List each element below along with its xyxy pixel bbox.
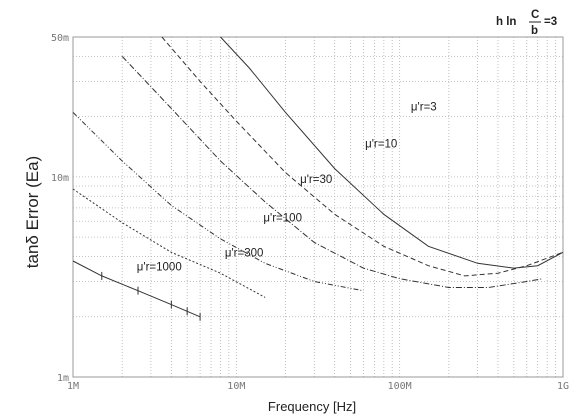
grid-lines [73,37,563,377]
series-line-4 [72,112,364,292]
series-label-3: μ'r=30 [300,174,332,186]
y-tick-label: 1m [57,373,69,384]
series-label-5: μ'r=300 [225,248,264,260]
series-line-3 [121,56,543,288]
annotation-numerator: C [531,9,539,21]
x-tick-label: 100M [388,381,412,392]
annotation-prefix: h ln [496,16,516,28]
equation-annotation: h ln C b =3 [496,9,557,37]
tick-labels: 1M 10M 100M 1G 1m 10m 50m [51,33,569,392]
x-tick-label: 1M [67,381,79,392]
series-label-1: μ'r=3 [411,101,437,113]
x-tick-label: 10M [227,381,245,392]
x-tick-label: 1G [557,381,569,392]
series-label-4: μ'r=100 [263,212,302,224]
series-label-2: μ'r=10 [365,139,397,151]
y-tick-label: 10m [51,173,69,184]
series-labels: μ'r=3 μ'r=10 μ'r=30 μ'r=100 μ'r=300 μ'r=1000 [137,101,437,273]
annotation-suffix: =3 [544,16,557,28]
x-axis-label: Frequency [Hz] [268,399,356,414]
y-axis-label: tanδ Error (Ea) [23,156,42,268]
series-label-6: μ'r=1000 [137,262,182,274]
series-line-1 [220,36,564,269]
series-line-5 [72,188,266,298]
y-tick-label: 50m [51,33,69,44]
series-lines [72,36,564,321]
plot-frame [72,36,564,378]
series-line-2 [161,36,564,277]
annotation-denominator: b [531,25,538,37]
